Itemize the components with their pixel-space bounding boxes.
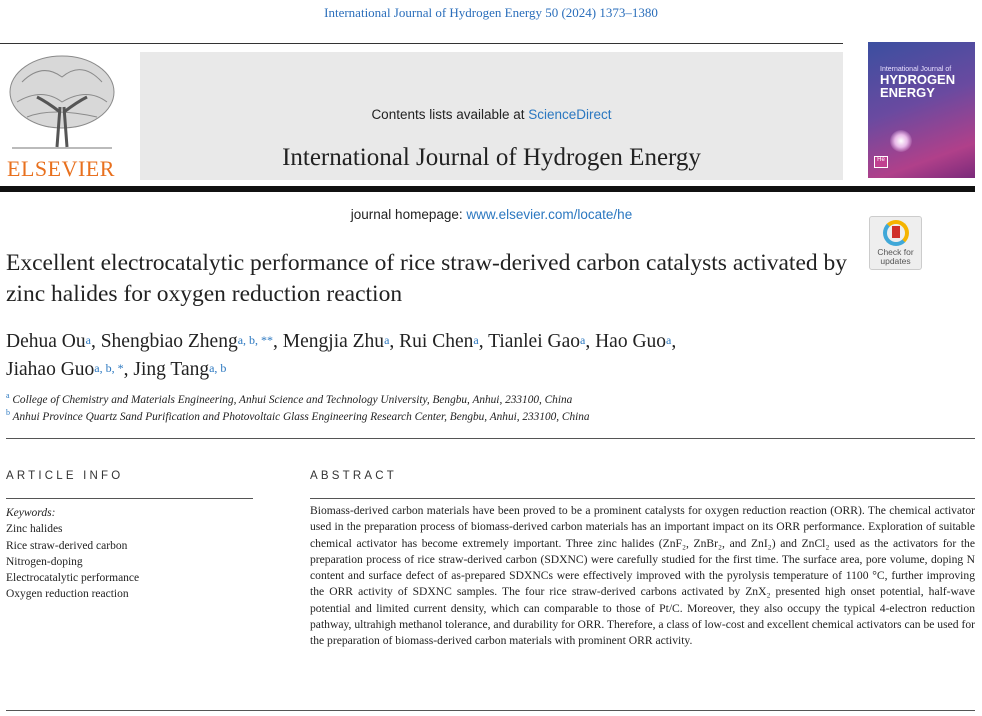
- divider: [310, 498, 975, 499]
- journal-title: International Journal of Hydrogen Energy: [282, 144, 701, 171]
- divider: [6, 438, 975, 439]
- divider: [0, 43, 843, 44]
- elsevier-logo: ELSEVIER: [2, 52, 120, 182]
- article-title: Excellent electrocatalytic performance o…: [6, 250, 847, 307]
- abstract-text: Biomass-derived carbon materials have be…: [310, 504, 975, 648]
- author[interactable]: Shengbiao Zhenga, b, **: [100, 331, 274, 352]
- keyword: Electrocatalytic performance: [6, 572, 140, 585]
- keyword: Nitrogen-doping: [6, 555, 83, 568]
- tree-icon: [9, 55, 115, 149]
- author[interactable]: Mengjia Zhua: [282, 331, 390, 352]
- abstract-heading: ABSTRACT: [310, 470, 397, 482]
- author-affiliation-marker[interactable]: a: [85, 333, 91, 347]
- author-affiliation-marker[interactable]: a: [473, 333, 479, 347]
- affiliation-b: b Anhui Province Quartz Sand Purificatio…: [6, 408, 590, 423]
- keyword: Rice straw-derived carbon: [6, 539, 128, 552]
- author-affiliation-marker[interactable]: a: [666, 333, 672, 347]
- journal-cover[interactable]: International Journal of HYDROGEN ENERGY …: [868, 42, 975, 178]
- check-for-updates-button[interactable]: Check for updates: [869, 216, 922, 270]
- orb-graphic: [890, 130, 912, 152]
- bookmark-icon: [882, 220, 909, 246]
- author-affiliation-marker[interactable]: a, b, *: [94, 361, 124, 375]
- keyword: Oxygen reduction reaction: [6, 588, 129, 601]
- sciencedirect-link[interactable]: ScienceDirect: [528, 107, 612, 122]
- header-bar: [0, 186, 975, 192]
- author[interactable]: Rui Chena: [399, 331, 479, 352]
- author-affiliation-marker[interactable]: a: [580, 333, 586, 347]
- article-info-heading: ARTICLE INFO: [6, 470, 124, 482]
- author[interactable]: Jiahao Guoa, b, *: [6, 359, 124, 380]
- journal-citation[interactable]: International Journal of Hydrogen Energy…: [324, 5, 658, 20]
- author-affiliation-marker[interactable]: a, b, **: [237, 333, 274, 347]
- author[interactable]: Tianlei Gaoa: [488, 331, 586, 352]
- author[interactable]: Hao Guoa: [595, 331, 672, 352]
- author[interactable]: Jing Tanga, b: [133, 359, 227, 380]
- affiliation-a: a College of Chemistry and Materials Eng…: [6, 391, 573, 406]
- divider: [6, 710, 975, 711]
- author-list: Dehua Oua, Shengbiao Zhenga, b, **, Meng…: [6, 331, 677, 380]
- author-affiliation-marker[interactable]: a, b: [209, 361, 227, 375]
- he-badge: He: [874, 156, 888, 168]
- author[interactable]: Dehua Oua: [6, 331, 91, 352]
- homepage-link[interactable]: www.elsevier.com/locate/he: [466, 207, 633, 222]
- divider: [6, 498, 253, 499]
- keywords: Keywords: Zinc halides Rice straw-derive…: [6, 505, 256, 603]
- journal-banner: Contents lists available at ScienceDirec…: [140, 52, 843, 222]
- keyword: Zinc halides: [6, 523, 63, 536]
- author-affiliation-marker[interactable]: a: [384, 333, 390, 347]
